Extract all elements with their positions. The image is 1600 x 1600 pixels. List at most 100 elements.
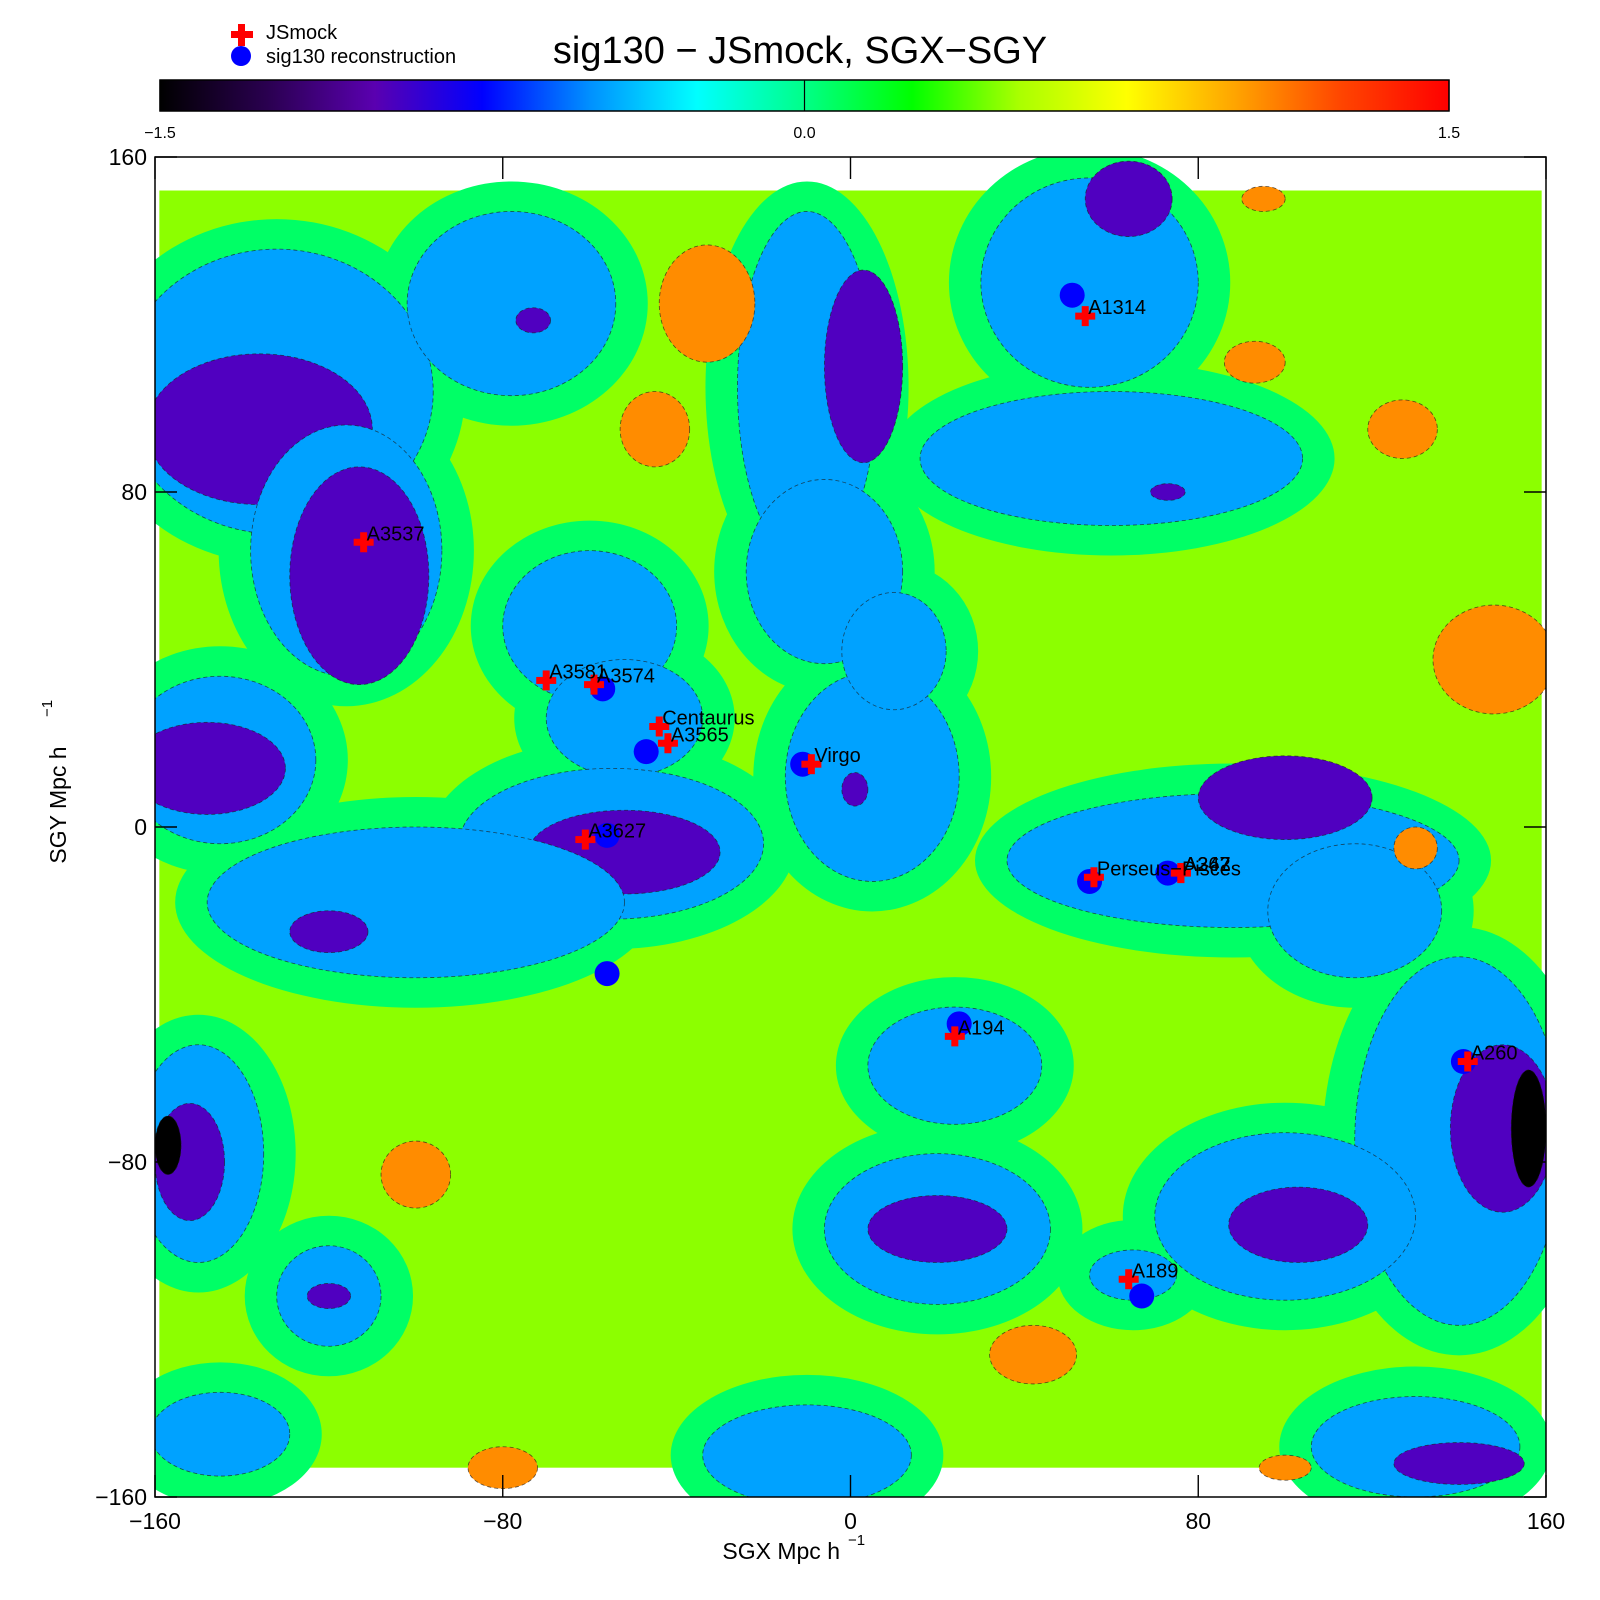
cluster-label: A3537 [367, 523, 425, 545]
contour-region-below [155, 1392, 290, 1477]
x-axis-unit-exponent: −1 [848, 1532, 865, 1549]
legend-jsmock-label: JSmock [266, 22, 338, 44]
y-axis-unit-exponent: −1 [39, 700, 56, 717]
axis-ticks: −160 −80 0 80 160 −160 −80 0 80 160 [95, 144, 1565, 1534]
contour-line [515, 307, 551, 334]
jsmock-plus-vertical [542, 670, 550, 691]
contour-line [406, 211, 617, 397]
contour-line [824, 1153, 1051, 1305]
contour-region-below [1089, 1249, 1177, 1301]
contour-line [206, 826, 625, 979]
contour-line [380, 1140, 451, 1209]
contour-line [1089, 1249, 1177, 1301]
y-axis-title: SGY Mpc h −1 [39, 700, 71, 864]
jsmock-point [657, 733, 678, 754]
contour-line [745, 479, 904, 665]
chart-title: sig130 − JSmock, SGX−SGY [553, 30, 1047, 72]
contour-region-below [841, 592, 947, 710]
contour-region-high [989, 1325, 1077, 1384]
contour-line [824, 269, 904, 464]
cluster-label: A347 [1184, 854, 1231, 876]
y-tick-label: −160 [95, 1484, 147, 1510]
contour-line [702, 1404, 912, 1497]
contour-line [155, 1391, 291, 1477]
contour-line [1154, 1132, 1416, 1301]
y-axis-label: SGY Mpc h [45, 746, 71, 863]
jsmock-point [584, 674, 605, 695]
contour-line [1223, 340, 1286, 384]
contour-region-below [867, 1007, 1042, 1125]
jsmock-plus-vertical [664, 733, 672, 754]
contour-region-low [1085, 161, 1173, 237]
contour-line [155, 1102, 225, 1222]
contour-line [619, 391, 691, 468]
contour-line [1310, 1396, 1521, 1497]
cluster-label: A3581 [549, 661, 607, 683]
contour-region-low [867, 1195, 1007, 1263]
jsmock-point [649, 716, 670, 737]
cluster-label: Centaurus [662, 708, 754, 730]
x-tick-label: 80 [1185, 1508, 1211, 1534]
jsmock-point [1457, 1051, 1478, 1072]
jsmock-point [1075, 306, 1096, 327]
y-tick-label: 160 [109, 144, 147, 170]
jsmock-plus-vertical [807, 754, 815, 775]
legend-reconstruction-marker-icon [231, 46, 251, 66]
contour-region-low [824, 270, 903, 463]
reconstruction-point [594, 961, 620, 987]
jsmock-plus-vertical [1090, 867, 1098, 888]
colorbar: −1.5 0.0 1.5 [144, 79, 1460, 142]
contour-region-below [1267, 843, 1442, 978]
contour-region-very-low [1511, 1069, 1546, 1188]
y-tick-label: 80 [121, 479, 147, 505]
contour-region-below [546, 659, 703, 777]
contour-region-very-low [155, 1115, 182, 1175]
cluster-label: A3627 [588, 821, 646, 843]
x-tick-label: −80 [483, 1508, 522, 1534]
cluster-label: A262 [1184, 854, 1231, 876]
jsmock-plus-vertical [581, 829, 589, 850]
jsmock-plus-vertical [360, 532, 368, 553]
jsmock-plus-vertical [590, 674, 598, 695]
contour-line [1228, 1186, 1369, 1263]
contour-line [1267, 843, 1443, 979]
contour-line [155, 721, 286, 815]
legend-reconstruction-label: sig130 reconstruction [266, 46, 456, 68]
contour-line [1367, 399, 1438, 459]
jsmock-plus-vertical [1125, 1269, 1133, 1290]
contour-line [1241, 185, 1286, 212]
contour-region-high [1367, 399, 1438, 459]
contour-line [867, 1006, 1043, 1125]
contour-line [980, 177, 1199, 388]
contour-line [1510, 1069, 1546, 1188]
jsmock-plus-vertical [1464, 1051, 1472, 1072]
reconstruction-point [1155, 860, 1181, 886]
contour-region-low [155, 722, 286, 815]
reconstruction-point [1129, 1283, 1155, 1309]
x-tick-label: 0 [844, 1508, 857, 1534]
y-tick-label: −80 [108, 1149, 147, 1175]
x-tick-label: 160 [1527, 1508, 1565, 1534]
jsmock-plus-vertical [1081, 306, 1089, 327]
colorbar-tick-label: 1.5 [1438, 125, 1460, 142]
contour-region-below [920, 391, 1303, 526]
contour-line [528, 809, 721, 895]
contour-line [1393, 1442, 1525, 1485]
contour-region-below [702, 1404, 912, 1497]
cluster-label: Virgo [814, 745, 860, 767]
contour-line [155, 675, 317, 845]
contour-region-high [659, 244, 755, 363]
contour-line [1197, 755, 1373, 840]
contour-region-low [1228, 1187, 1368, 1263]
reconstruction-point [633, 739, 659, 765]
contour-line [841, 772, 869, 807]
contour-line [306, 1283, 352, 1309]
contour-line [1258, 1454, 1312, 1481]
contour-line [658, 244, 756, 363]
contour-line [919, 391, 1303, 526]
contour-region-low [289, 466, 429, 685]
contour-region-low [515, 307, 551, 333]
cluster-label: A194 [958, 1017, 1005, 1039]
colorbar-tick-label: 0.0 [793, 125, 815, 142]
